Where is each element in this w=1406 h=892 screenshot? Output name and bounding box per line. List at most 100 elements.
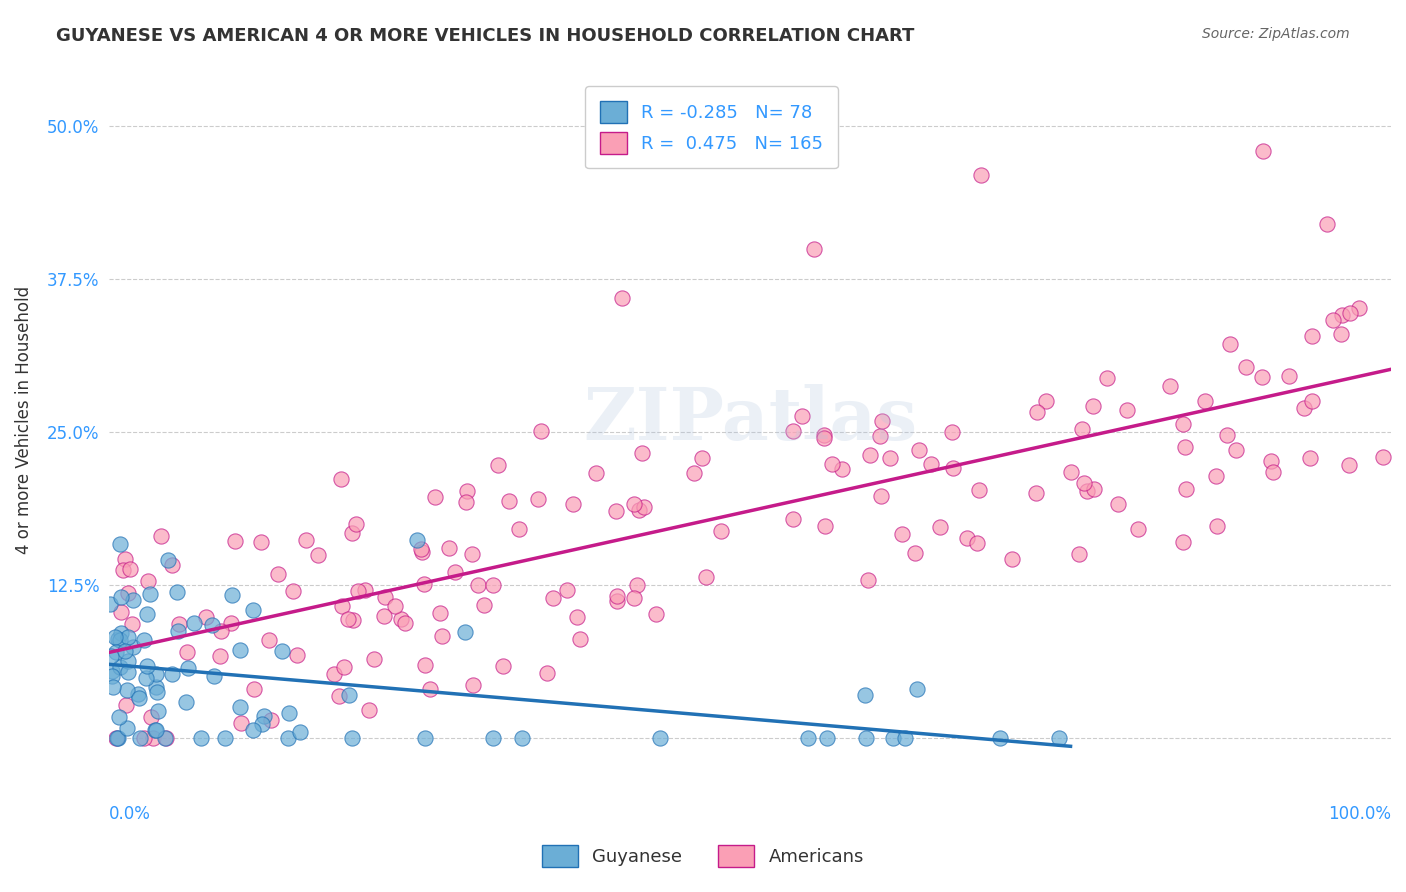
Point (633, 500, 655, 515)
Point (482, 731, 505, 745)
Point (1073, 476, 1095, 491)
Point (127, 687, 149, 701)
Point (1261, 466, 1284, 480)
Point (103, 630, 125, 644)
Point (1301, 393, 1323, 408)
Point (155, 731, 177, 745)
Point (344, 517, 367, 532)
Point (211, 624, 233, 638)
Point (630, 446, 652, 460)
Point (242, 723, 264, 737)
Point (118, 562, 141, 576)
Point (117, 630, 139, 644)
Point (782, 512, 804, 526)
Point (606, 593, 628, 607)
Point (1175, 482, 1198, 496)
Point (782, 424, 804, 438)
Point (107, 632, 129, 647)
Point (796, 731, 818, 745)
Point (323, 667, 346, 681)
Point (108, 632, 131, 647)
Point (1219, 337, 1241, 351)
Point (1347, 301, 1369, 315)
Point (942, 460, 965, 475)
Point (1194, 393, 1216, 408)
Point (920, 457, 942, 471)
Point (792, 409, 814, 423)
Point (115, 721, 138, 735)
Point (482, 578, 505, 592)
Point (543, 591, 565, 606)
Point (167, 624, 190, 638)
Y-axis label: 4 or more Vehicles in Household: 4 or more Vehicles in Household (15, 286, 32, 554)
Point (967, 483, 990, 497)
Legend: R = -0.285   N= 78, R =  0.475   N= 165: R = -0.285 N= 78, R = 0.475 N= 165 (585, 87, 838, 169)
Point (1206, 519, 1229, 533)
Point (831, 462, 853, 476)
Point (510, 731, 533, 745)
Point (467, 578, 489, 592)
Point (411, 544, 433, 558)
Point (413, 658, 436, 673)
Point (623, 497, 645, 511)
Point (1107, 497, 1129, 511)
Point (645, 607, 668, 621)
Point (1174, 440, 1197, 454)
Point (456, 495, 478, 509)
Point (252, 708, 274, 723)
Point (340, 731, 363, 745)
Point (105, 731, 128, 745)
Point (242, 603, 264, 617)
Point (1159, 379, 1181, 393)
Text: 100.0%: 100.0% (1329, 805, 1391, 823)
Point (219, 615, 242, 630)
Point (271, 644, 294, 658)
Point (354, 582, 377, 597)
Point (1069, 547, 1091, 561)
Point (1026, 405, 1049, 419)
Point (101, 665, 124, 679)
Point (1316, 217, 1339, 231)
Point (1173, 417, 1195, 432)
Point (150, 529, 173, 543)
Text: GUYANESE VS AMERICAN 4 OR MORE VEHICLES IN HOUSEHOLD CORRELATION CHART: GUYANESE VS AMERICAN 4 OR MORE VEHICLES … (56, 27, 915, 45)
Point (461, 547, 484, 561)
Point (115, 698, 138, 713)
Point (1025, 486, 1047, 500)
Point (287, 648, 309, 663)
Point (1278, 369, 1301, 384)
Point (1260, 454, 1282, 468)
Point (1047, 731, 1070, 745)
Point (281, 584, 304, 599)
Point (941, 425, 963, 439)
Point (526, 491, 548, 506)
Point (104, 731, 127, 745)
Point (117, 585, 139, 599)
Point (413, 577, 436, 591)
Point (145, 723, 167, 737)
Point (122, 640, 145, 654)
Point (472, 598, 495, 612)
Point (114, 644, 136, 658)
Point (389, 612, 412, 626)
Point (394, 616, 416, 631)
Point (650, 731, 672, 745)
Point (411, 542, 433, 557)
Point (813, 427, 835, 442)
Point (970, 169, 993, 183)
Point (177, 661, 200, 675)
Point (1299, 450, 1322, 465)
Point (332, 660, 354, 674)
Point (135, 671, 157, 685)
Point (128, 690, 150, 705)
Point (882, 731, 904, 745)
Point (1095, 371, 1118, 385)
Point (98, 597, 121, 611)
Point (1322, 312, 1344, 326)
Point (1331, 309, 1354, 323)
Point (121, 593, 143, 607)
Point (117, 654, 139, 668)
Point (108, 536, 131, 550)
Point (1234, 359, 1257, 374)
Point (336, 611, 359, 625)
